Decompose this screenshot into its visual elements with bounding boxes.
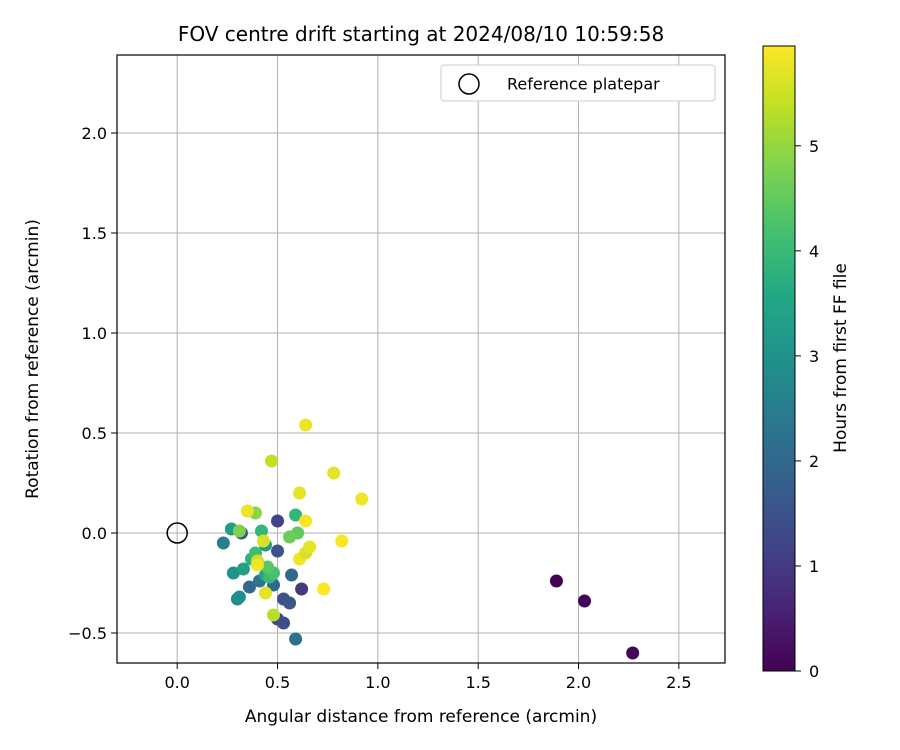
x-tick-label: 2.5 — [666, 673, 691, 692]
data-point — [232, 590, 246, 604]
colorbar-tick-label: 4 — [809, 242, 819, 261]
colorbar-tick-label: 2 — [809, 452, 819, 471]
data-point — [254, 524, 268, 538]
data-point — [317, 582, 331, 596]
legend: Reference platepar — [440, 64, 716, 102]
data-point — [265, 454, 279, 468]
x-tick-label: 1.0 — [365, 673, 390, 692]
data-point — [549, 574, 563, 588]
data-point — [285, 568, 299, 582]
data-point — [242, 580, 256, 594]
data-point — [578, 594, 592, 608]
y-axis-label: Rotation from reference (arcmin) — [23, 219, 43, 499]
data-point — [303, 540, 317, 554]
data-point — [289, 508, 303, 522]
colorbar-tick-label: 5 — [809, 137, 819, 156]
colorbar-ticks: 0 1 2 3 4 5 — [795, 137, 819, 681]
colorbar: 0 1 2 3 4 5 Hours from first FF file — [762, 45, 851, 681]
grid-lines — [117, 55, 725, 663]
data-point — [293, 486, 307, 500]
data-point — [299, 418, 313, 432]
data-point — [277, 616, 291, 630]
data-point — [236, 562, 250, 576]
data-point — [299, 514, 313, 528]
data-point — [258, 586, 272, 600]
data-point — [283, 530, 297, 544]
y-axis-ticks: −0.5 0.0 0.5 1.0 1.5 2.0 — [68, 124, 117, 643]
data-points — [216, 418, 640, 660]
colorbar-tick-label: 1 — [809, 557, 819, 576]
data-point — [226, 566, 240, 580]
x-tick-label: 0.0 — [164, 673, 189, 692]
data-point — [256, 534, 270, 548]
data-point — [232, 524, 246, 538]
chart-title: FOV centre drift starting at 2024/08/10 … — [178, 22, 664, 46]
x-tick-label: 1.5 — [465, 673, 490, 692]
x-tick-label: 0.5 — [265, 673, 290, 692]
x-axis-label: Angular distance from reference (arcmin) — [245, 707, 597, 727]
legend-label: Reference platepar — [507, 75, 660, 94]
y-tick-label: 1.5 — [82, 224, 107, 243]
data-point — [283, 596, 297, 610]
y-tick-label: 0.0 — [82, 524, 107, 543]
data-point — [267, 608, 281, 622]
data-point — [355, 492, 369, 506]
data-point — [295, 582, 309, 596]
legend-marker — [458, 73, 480, 95]
legend-box — [440, 64, 716, 102]
data-point — [271, 514, 285, 528]
reference-platepar-marker — [166, 522, 188, 544]
data-point — [260, 560, 274, 574]
data-point — [289, 632, 303, 646]
colorbar-tick-label: 0 — [809, 662, 819, 681]
y-tick-label: 1.0 — [82, 324, 107, 343]
y-tick-label: 0.5 — [82, 424, 107, 443]
y-tick-label: 2.0 — [82, 124, 107, 143]
data-point — [335, 534, 349, 548]
data-point — [250, 558, 264, 572]
data-point — [626, 646, 640, 660]
data-point — [240, 504, 254, 518]
data-point — [216, 536, 230, 550]
colorbar-gradient — [762, 45, 796, 672]
plot-frame — [116, 54, 726, 664]
data-point — [271, 544, 285, 558]
data-point — [327, 466, 341, 480]
y-tick-label: −0.5 — [68, 624, 107, 643]
colorbar-tick-label: 3 — [809, 347, 819, 366]
x-axis-ticks: 0.0 0.5 1.0 1.5 2.0 2.5 — [164, 663, 692, 692]
x-tick-label: 2.0 — [566, 673, 591, 692]
colorbar-label: Hours from first FF file — [831, 263, 851, 453]
